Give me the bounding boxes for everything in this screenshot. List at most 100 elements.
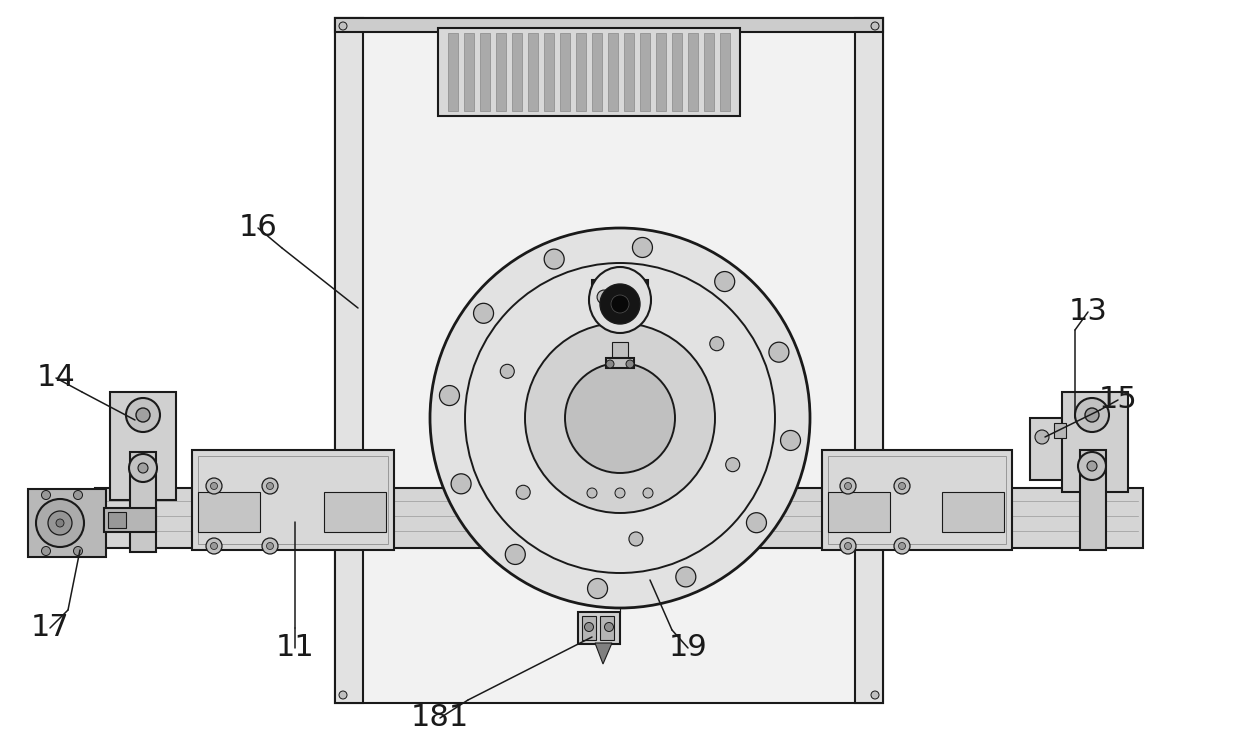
Circle shape bbox=[565, 363, 675, 473]
Ellipse shape bbox=[589, 267, 651, 333]
Circle shape bbox=[138, 463, 148, 473]
Text: 13: 13 bbox=[1069, 297, 1107, 326]
Circle shape bbox=[588, 578, 608, 598]
Circle shape bbox=[48, 511, 72, 535]
Bar bbox=[613, 342, 627, 360]
Circle shape bbox=[780, 430, 801, 450]
Bar bbox=[130, 452, 156, 552]
Bar bbox=[29, 489, 105, 557]
Bar bbox=[942, 492, 1004, 532]
Text: 14: 14 bbox=[37, 364, 76, 392]
Circle shape bbox=[500, 365, 515, 378]
Bar bbox=[720, 33, 730, 111]
Circle shape bbox=[725, 458, 740, 471]
Bar bbox=[448, 33, 458, 111]
Bar bbox=[544, 33, 554, 111]
Bar bbox=[656, 33, 666, 111]
Bar bbox=[104, 508, 156, 532]
Circle shape bbox=[73, 547, 83, 556]
Bar bbox=[324, 492, 386, 532]
Circle shape bbox=[430, 228, 810, 608]
Circle shape bbox=[629, 532, 642, 546]
Circle shape bbox=[544, 249, 564, 269]
Circle shape bbox=[41, 547, 51, 556]
Bar bbox=[496, 33, 506, 111]
Bar bbox=[335, 18, 363, 703]
Circle shape bbox=[870, 691, 879, 699]
Circle shape bbox=[36, 499, 84, 547]
Bar bbox=[438, 28, 740, 116]
Polygon shape bbox=[595, 643, 613, 664]
Circle shape bbox=[709, 337, 724, 351]
Bar bbox=[600, 616, 614, 640]
Circle shape bbox=[339, 22, 347, 30]
Bar bbox=[480, 33, 490, 111]
Bar bbox=[192, 450, 394, 550]
Text: 16: 16 bbox=[238, 214, 278, 243]
Circle shape bbox=[136, 408, 150, 422]
Bar bbox=[578, 612, 620, 644]
Circle shape bbox=[1085, 408, 1099, 422]
Circle shape bbox=[129, 454, 157, 482]
Circle shape bbox=[598, 290, 611, 304]
Bar bbox=[591, 33, 601, 111]
Bar bbox=[108, 512, 126, 528]
Circle shape bbox=[632, 238, 652, 258]
Bar bbox=[335, 18, 883, 32]
Circle shape bbox=[1078, 452, 1106, 480]
Text: 11: 11 bbox=[275, 633, 315, 663]
Circle shape bbox=[676, 567, 696, 587]
Circle shape bbox=[584, 622, 594, 631]
Circle shape bbox=[899, 483, 905, 489]
Circle shape bbox=[126, 398, 160, 432]
Bar bbox=[828, 456, 1006, 544]
Circle shape bbox=[611, 295, 629, 313]
Circle shape bbox=[267, 542, 274, 550]
Circle shape bbox=[644, 488, 653, 498]
Circle shape bbox=[451, 474, 471, 494]
Circle shape bbox=[714, 272, 735, 291]
Circle shape bbox=[211, 542, 217, 550]
Bar bbox=[1080, 450, 1106, 550]
Circle shape bbox=[206, 478, 222, 494]
Bar bbox=[624, 33, 634, 111]
Circle shape bbox=[516, 486, 531, 499]
Circle shape bbox=[899, 542, 905, 550]
Circle shape bbox=[41, 491, 51, 500]
Circle shape bbox=[894, 478, 910, 494]
Circle shape bbox=[262, 538, 278, 554]
Circle shape bbox=[211, 483, 217, 489]
Circle shape bbox=[587, 488, 596, 498]
Bar bbox=[828, 492, 890, 532]
Bar bbox=[335, 18, 883, 703]
Bar bbox=[606, 358, 634, 368]
Circle shape bbox=[606, 360, 614, 368]
Circle shape bbox=[600, 284, 640, 324]
Text: 15: 15 bbox=[1099, 385, 1137, 415]
Circle shape bbox=[525, 323, 715, 513]
Text: 17: 17 bbox=[31, 613, 69, 642]
Circle shape bbox=[605, 622, 614, 631]
Circle shape bbox=[439, 385, 460, 406]
Circle shape bbox=[474, 303, 494, 323]
Bar bbox=[512, 33, 522, 111]
Bar bbox=[582, 616, 596, 640]
Circle shape bbox=[626, 360, 634, 368]
Circle shape bbox=[839, 478, 856, 494]
Circle shape bbox=[1035, 430, 1049, 444]
Bar bbox=[95, 488, 1143, 548]
Bar bbox=[608, 33, 618, 111]
Bar bbox=[110, 392, 176, 500]
Bar bbox=[640, 33, 650, 111]
Text: 19: 19 bbox=[668, 633, 707, 663]
Circle shape bbox=[1087, 461, 1097, 471]
Bar bbox=[528, 33, 538, 111]
Circle shape bbox=[844, 542, 852, 550]
Bar bbox=[1054, 423, 1066, 438]
Circle shape bbox=[839, 538, 856, 554]
Bar bbox=[1061, 392, 1128, 492]
Bar bbox=[464, 33, 474, 111]
Circle shape bbox=[73, 491, 83, 500]
Circle shape bbox=[262, 478, 278, 494]
Circle shape bbox=[505, 545, 526, 565]
